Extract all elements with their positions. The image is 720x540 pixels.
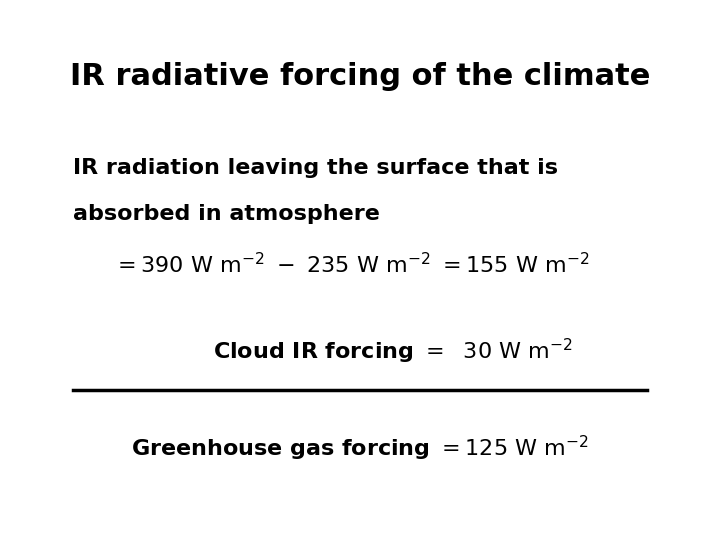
Text: absorbed in atmosphere: absorbed in atmosphere — [73, 204, 379, 224]
Text: IR radiation leaving the surface that is: IR radiation leaving the surface that is — [73, 158, 558, 178]
Text: Greenhouse gas forcing $= 125\ \mathrm{W\ m^{-2}}$: Greenhouse gas forcing $= 125\ \mathrm{W… — [131, 434, 589, 463]
Text: Cloud IR forcing $=\ \ 30\ \mathrm{W\ m^{-2}}$: Cloud IR forcing $=\ \ 30\ \mathrm{W\ m^… — [213, 337, 573, 366]
Text: $= 390\ \mathrm{W\ m^{-2}}\ -\ 235\ \mathrm{W\ m^{-2}}\ = 155\ \mathrm{W\ m^{-2}: $= 390\ \mathrm{W\ m^{-2}}\ -\ 235\ \mat… — [113, 252, 590, 278]
Text: IR radiative forcing of the climate: IR radiative forcing of the climate — [70, 62, 650, 91]
